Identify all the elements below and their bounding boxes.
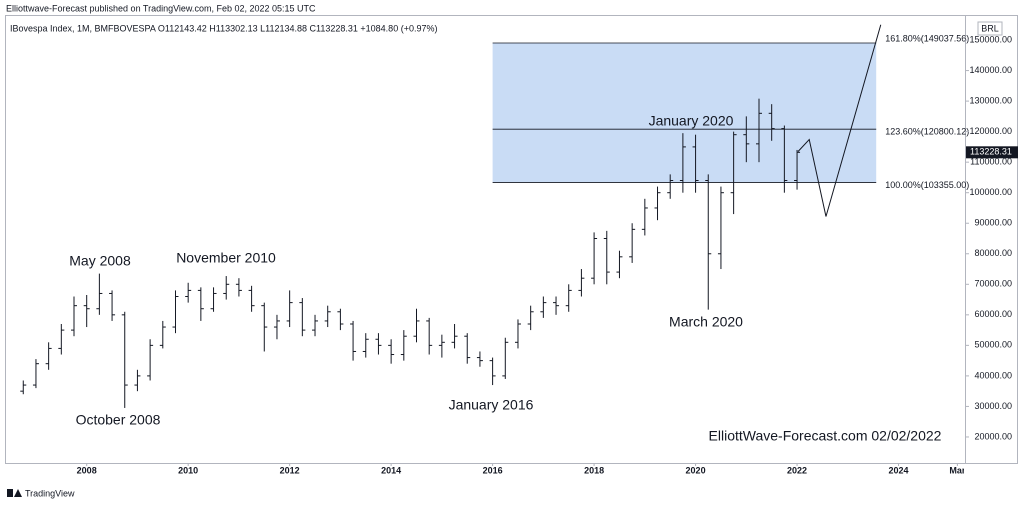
chart-frame <box>5 15 1018 464</box>
x-tick-label: 2014 <box>381 465 401 475</box>
annotation: January 2016 <box>449 397 534 413</box>
y-tick-label: 130000.00 <box>969 95 1012 105</box>
y-tick-label: 40000.00 <box>974 370 1012 380</box>
fib-label: 123.60%(120800.12) <box>885 127 969 137</box>
y-tick-label: 60000.00 <box>974 309 1012 319</box>
y-tick-label: 120000.00 <box>969 126 1012 136</box>
tv-logo <box>7 489 22 497</box>
legend: IBovespa Index, 1M, BMFBOVESPA O112143.4… <box>10 23 437 33</box>
x-tick-label: Mar <box>949 465 966 475</box>
y-tick-label: 100000.00 <box>969 187 1012 197</box>
annotation: October 2008 <box>76 412 161 428</box>
logo-part <box>7 489 13 497</box>
x-tick-label: 2010 <box>178 465 198 475</box>
publisher: Elliottwave-Forecast published on Tradin… <box>6 3 316 13</box>
currency-box <box>977 21 1003 36</box>
x-tick-label: 2020 <box>686 465 706 475</box>
annotation: January 2020 <box>649 113 734 129</box>
fib-zone <box>492 42 877 183</box>
annotation: November 2010 <box>176 250 276 266</box>
x-tick-label: 2022 <box>787 465 807 475</box>
y-tick-label: 30000.00 <box>974 401 1012 411</box>
annotation: May 2008 <box>69 253 131 269</box>
y-tick-label: 140000.00 <box>969 65 1012 75</box>
plot: 161.80%(149037.56) 123.60%(120800.12) 100.… <box>20 24 1018 475</box>
annotation: March 2020 <box>669 314 743 330</box>
y-tick-label: 20000.00 <box>974 431 1012 441</box>
fib-label: 100.00%(103355.00) <box>885 180 969 190</box>
projection-line <box>797 24 882 217</box>
y-tick-label: 110000.00 <box>970 157 1012 167</box>
y-tick-label: 90000.00 <box>974 218 1012 228</box>
y-tick-label: 50000.00 <box>974 340 1012 350</box>
last-price-tag <box>966 146 1018 159</box>
logo-part <box>14 489 22 497</box>
x-tick-label: 2012 <box>280 465 300 475</box>
x-tick-label: 2008 <box>77 465 97 475</box>
fib-label: 161.80%(149037.56) <box>885 33 969 43</box>
y-tick-label: 80000.00 <box>974 248 1012 258</box>
x-tick-label: 2018 <box>584 465 604 475</box>
footer-brand: TradingView <box>25 488 75 498</box>
currency: BRL <box>981 23 999 33</box>
watermark: ElliottWave-Forecast.com 02/02/2022 <box>709 428 942 444</box>
x-tick-label: 2024 <box>889 465 909 475</box>
x-tick-label: 2016 <box>483 465 503 475</box>
y-tick-label: 150000.00 <box>969 34 1012 44</box>
last-price-label: 113228.31 <box>970 147 1012 157</box>
y-tick-label: 70000.00 <box>974 279 1012 289</box>
